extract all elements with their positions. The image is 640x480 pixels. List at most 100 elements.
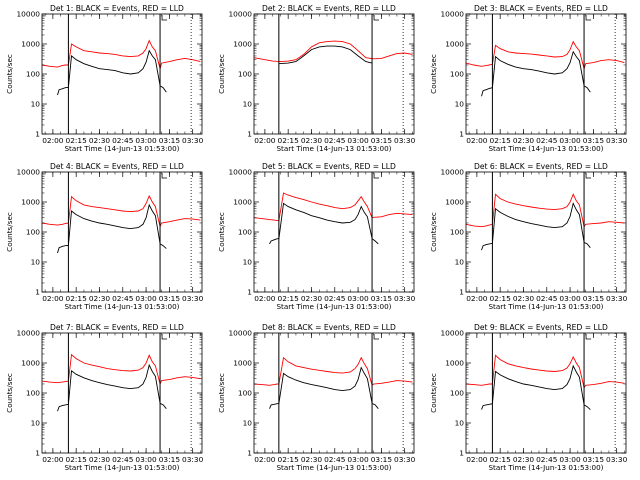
lld-series-line	[41, 194, 201, 229]
y-tick-label: 10000	[16, 168, 40, 177]
y-tick-label: 100	[238, 389, 252, 398]
y-axis-label: Counts/sec	[429, 373, 438, 413]
x-tick-label: 02:15	[66, 455, 88, 464]
x-tick-label: 03:00	[135, 294, 157, 303]
x-tick-label: 03:30	[182, 136, 204, 145]
y-tick-label: 100	[450, 228, 464, 237]
x-axis-label: Start Time (14-Jun-13 01:53:00)	[64, 144, 179, 153]
x-axis-label: Start Time (14-Jun-13 01:53:00)	[488, 302, 603, 311]
x-tick-label: 02:15	[490, 294, 512, 303]
events-series-line	[269, 366, 379, 409]
x-tick-label: 03:00	[347, 136, 369, 145]
y-tick-label: 10000	[440, 168, 464, 177]
events-series-line	[57, 363, 167, 412]
panel-title: Det 4: BLACK = Events, RED = LLD	[50, 162, 184, 171]
panel-title: Det 7: BLACK = Events, RED = LLD	[50, 323, 184, 332]
x-axis-label: Start Time (14-Jun-13 01:53:00)	[64, 463, 179, 472]
x-tick-label: 02:15	[490, 455, 512, 464]
x-tick-label: 03:30	[606, 136, 628, 145]
x-tick-label: 02:45	[536, 455, 558, 464]
panel-title: Det 3: BLACK = Events, RED = LLD	[474, 4, 608, 13]
lld-series-line	[465, 193, 625, 228]
y-tick-label: 10000	[440, 329, 464, 338]
x-tick-label: 03:00	[135, 136, 157, 145]
x-axis-label: Start Time (14-Jun-13 01:53:00)	[276, 144, 391, 153]
y-tick-label: 10000	[228, 10, 252, 19]
detector-panel-5: Det 5: BLACK = Events, RED = LLD 1 10 100 10…	[217, 162, 416, 311]
end-marker-flag	[585, 173, 592, 179]
y-tick-label: 100	[26, 70, 40, 79]
y-tick-label: 10000	[228, 329, 252, 338]
detector-panel-4: Det 4: BLACK = Events, RED = LLD 1 10 100 10…	[5, 162, 204, 311]
y-tick-label: 100	[238, 228, 252, 237]
y-tick-label: 1000	[233, 40, 252, 49]
x-tick-label: 03:30	[182, 455, 204, 464]
lld-series-line	[41, 353, 201, 386]
y-tick-label: 1000	[233, 198, 252, 207]
y-tick-label: 1	[35, 288, 40, 297]
end-marker-flag	[161, 334, 168, 340]
x-tick-label: 03:00	[347, 294, 369, 303]
detector-panel-6: Det 6: BLACK = Events, RED = LLD 1 10 100 10…	[429, 162, 628, 311]
y-tick-label: 10000	[16, 10, 40, 19]
x-tick-label: 02:45	[536, 294, 558, 303]
x-tick-label: 02:30	[513, 294, 535, 303]
y-tick-label: 10	[31, 419, 41, 428]
y-axis-label: Counts/sec	[5, 212, 14, 252]
plot-frame	[465, 332, 627, 454]
detector-panel-9: Det 9: BLACK = Events, RED = LLD 1 10 100 10…	[429, 323, 628, 472]
x-tick-label: 03:30	[606, 294, 628, 303]
plot-frame	[465, 13, 627, 135]
panel-title: Det 5: BLACK = Events, RED = LLD	[262, 162, 396, 171]
plot-frame	[465, 171, 627, 293]
x-tick-label: 03:15	[371, 455, 393, 464]
x-tick-label: 03:15	[583, 136, 605, 145]
events-series-line	[57, 49, 167, 96]
y-tick-label: 10	[243, 100, 253, 109]
x-tick-label: 02:45	[112, 455, 134, 464]
detector-panel-3: Det 3: BLACK = Events, RED = LLD 1 10 100 10…	[429, 4, 628, 153]
x-axis-label: Start Time (14-Jun-13 01:53:00)	[488, 144, 603, 153]
y-tick-label: 10	[31, 258, 41, 267]
x-tick-label: 02:45	[324, 455, 346, 464]
panel-title: Det 9: BLACK = Events, RED = LLD	[474, 323, 608, 332]
y-tick-label: 1	[35, 449, 40, 458]
x-tick-label: 02:00	[466, 455, 488, 464]
x-tick-label: 02:30	[301, 136, 323, 145]
x-axis-label: Start Time (14-Jun-13 01:53:00)	[276, 463, 391, 472]
y-tick-label: 1	[247, 288, 252, 297]
y-tick-label: 1	[247, 130, 252, 139]
plot-frame	[253, 332, 415, 454]
x-tick-label: 02:30	[89, 455, 111, 464]
lld-series-line	[465, 354, 625, 389]
events-series-line	[481, 50, 591, 97]
detector-panel-1: Det 1: BLACK = Events, RED = LLD 1 10 100 10…	[5, 4, 204, 153]
lld-series-line	[253, 192, 413, 222]
lld-series-line	[465, 40, 625, 71]
y-tick-label: 10	[31, 100, 41, 109]
y-axis-label: Counts/sec	[429, 212, 438, 252]
end-marker-flag	[373, 334, 380, 340]
y-axis-label: Counts/sec	[217, 373, 226, 413]
plot-frame	[253, 171, 415, 293]
x-tick-label: 02:30	[89, 136, 111, 145]
x-tick-label: 03:30	[394, 455, 416, 464]
x-tick-label: 02:15	[278, 455, 300, 464]
x-tick-label: 03:00	[559, 136, 581, 145]
x-tick-label: 03:30	[606, 455, 628, 464]
lld-series-line	[253, 40, 413, 63]
y-tick-label: 1	[459, 130, 464, 139]
x-tick-label: 03:15	[371, 294, 393, 303]
x-tick-label: 02:30	[513, 136, 535, 145]
y-tick-label: 1000	[21, 359, 40, 368]
y-tick-label: 100	[26, 228, 40, 237]
y-tick-label: 1000	[233, 359, 252, 368]
y-tick-label: 1	[247, 449, 252, 458]
x-tick-label: 02:30	[89, 294, 111, 303]
lld-series-line	[41, 39, 201, 71]
events-series-line	[481, 364, 591, 410]
y-tick-label: 1000	[21, 40, 40, 49]
x-tick-label: 02:30	[301, 294, 323, 303]
detector-panel-7: Det 7: BLACK = Events, RED = LLD 1 10 100 10…	[5, 323, 204, 472]
y-tick-label: 1	[35, 130, 40, 139]
